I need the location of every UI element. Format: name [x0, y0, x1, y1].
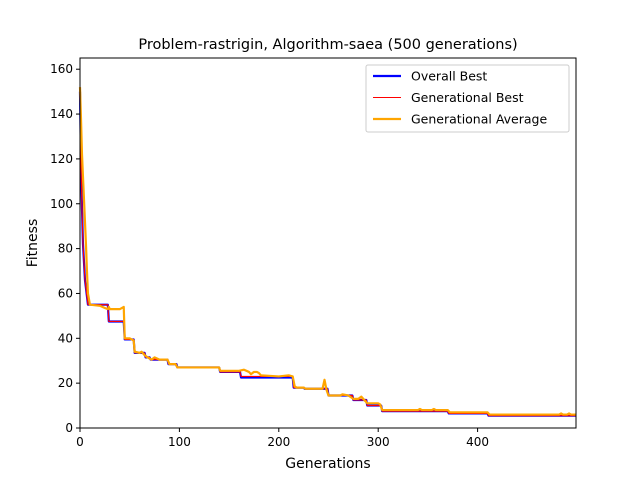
y-tick-label: 60	[58, 286, 73, 300]
ticks-layer: 0 100 200 300 400 0 20 40 60 80 100 120 140 160	[50, 62, 489, 449]
x-axis-label: Generations	[285, 456, 370, 472]
y-tick-label: 140	[50, 107, 73, 121]
series-line-overall-best	[78, 91, 576, 417]
x-tick-label: 0	[76, 435, 84, 449]
legend-label-generational-average: Generational Average	[411, 112, 547, 127]
plot-frame	[79, 57, 577, 429]
series-line-generational-best	[79, 91, 576, 417]
x-tick-label: 200	[267, 435, 290, 449]
y-axis-label: Fitness	[25, 219, 41, 268]
x-tick-label: 100	[168, 435, 191, 449]
legend-label-overall-best: Overall Best	[411, 69, 487, 84]
chart-title: Problem-rastrigin, Algorithm-saea (500 g…	[138, 37, 517, 53]
legend-label-generational-best: Generational Best	[411, 90, 524, 105]
series-line-generational-average	[78, 87, 576, 416]
y-tick-label: 120	[50, 152, 73, 166]
x-tick-label: 300	[367, 435, 390, 449]
legend-box	[365, 64, 570, 133]
series-layer	[78, 87, 576, 417]
y-tick-label: 40	[58, 331, 73, 345]
legend: Overall Best Generational Best Generationa…	[365, 64, 570, 133]
y-tick-label: 20	[58, 376, 73, 390]
y-tick-label: 100	[50, 197, 73, 211]
y-tick-label: 80	[58, 242, 73, 256]
legend-items: Overall Best Generational Best Generationa…	[373, 69, 547, 127]
y-tick-label: 0	[65, 421, 73, 435]
y-tick-label: 160	[50, 62, 73, 76]
x-tick-label: 400	[466, 435, 489, 449]
